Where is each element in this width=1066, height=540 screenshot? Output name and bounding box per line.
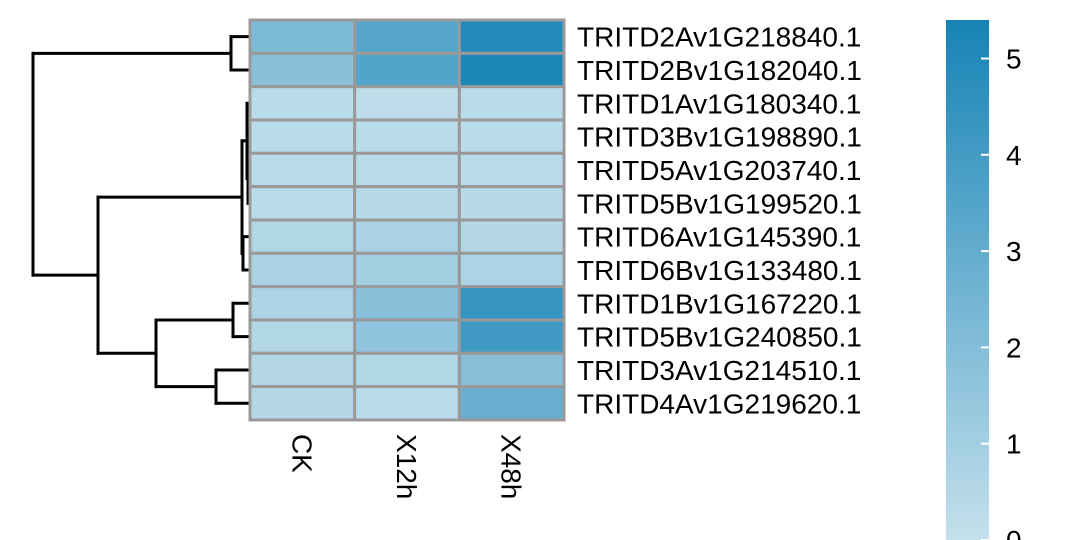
heatmap-cell bbox=[457, 151, 566, 189]
row-dendrogram bbox=[31, 35, 252, 405]
column-label: CK bbox=[286, 434, 317, 473]
column-label: X12h bbox=[391, 434, 422, 499]
heatmap-cell bbox=[353, 285, 461, 322]
heatmap-cell bbox=[248, 151, 357, 189]
heatmap-cell bbox=[353, 18, 461, 55]
row-label: TRITD2Av1G218840.1 bbox=[577, 22, 861, 53]
legend-tick-label: 5 bbox=[1006, 44, 1022, 75]
legend-tick-label: 4 bbox=[1006, 140, 1022, 171]
heatmap-cell bbox=[248, 118, 357, 155]
heatmap-cell bbox=[457, 118, 566, 155]
color-legend: 0 1 2 3 4 5 bbox=[946, 20, 1022, 540]
heatmap-cell bbox=[457, 251, 566, 289]
column-label: X48h bbox=[496, 434, 527, 499]
heatmap-cell bbox=[248, 51, 357, 89]
heatmap-cell bbox=[248, 318, 357, 355]
heatmap-cell bbox=[248, 85, 357, 122]
heatmap-cell bbox=[248, 385, 357, 422]
heatmap-cell bbox=[248, 218, 357, 255]
legend-tick-label: 0 bbox=[1006, 525, 1022, 540]
heatmap-cell bbox=[248, 18, 357, 55]
row-label: TRITD3Bv1G198890.1 bbox=[577, 122, 862, 153]
row-label: TRITD1Bv1G167220.1 bbox=[577, 288, 862, 319]
legend-tick-label: 3 bbox=[1006, 236, 1022, 267]
heatmap-cell bbox=[457, 218, 566, 255]
heatmap-cell bbox=[353, 185, 461, 222]
row-label: TRITD6Av1G145390.1 bbox=[577, 222, 861, 253]
heatmap-cell bbox=[248, 351, 357, 389]
heatmap-cell bbox=[353, 318, 461, 355]
row-label: TRITD4Av1G219620.1 bbox=[577, 388, 861, 419]
heatmap-cell bbox=[457, 318, 566, 355]
heatmap-cell bbox=[353, 118, 461, 155]
row-label: TRITD2Bv1G182040.1 bbox=[577, 55, 862, 86]
legend-tick-label: 2 bbox=[1006, 332, 1022, 363]
heatmap-cell bbox=[353, 351, 461, 389]
row-label: TRITD3Av1G214510.1 bbox=[577, 355, 861, 386]
heatmap-cell bbox=[353, 385, 461, 422]
heatmap-cell bbox=[457, 18, 566, 55]
heatmap-cell bbox=[457, 85, 566, 122]
heatmap-cell bbox=[353, 151, 461, 189]
row-label: TRITD6Bv1G133480.1 bbox=[577, 255, 862, 286]
row-label: TRITD5Av1G203740.1 bbox=[577, 155, 861, 186]
row-label: TRITD5Bv1G240850.1 bbox=[577, 322, 862, 353]
heatmap-cell bbox=[248, 251, 357, 289]
heatmap-cell bbox=[248, 285, 357, 322]
color-legend-ticks: 0 1 2 3 4 5 bbox=[981, 44, 1022, 540]
heatmap-cells bbox=[248, 18, 566, 422]
row-labels: TRITD2Av1G218840.1TRITD2Bv1G182040.1TRIT… bbox=[577, 22, 862, 420]
row-label: TRITD1Av1G180340.1 bbox=[577, 88, 861, 119]
heatmap-cell bbox=[457, 285, 566, 322]
heatmap-cell bbox=[457, 51, 566, 89]
row-label: TRITD5Bv1G199520.1 bbox=[577, 188, 862, 219]
color-legend-bar bbox=[946, 20, 989, 540]
heatmap-cell bbox=[353, 85, 461, 122]
heatmap-cell bbox=[457, 351, 566, 389]
heatmap-cell bbox=[353, 51, 461, 89]
heatmap-cell bbox=[353, 218, 461, 255]
legend-tick-label: 1 bbox=[1006, 429, 1022, 460]
heatmap-cell bbox=[457, 385, 566, 422]
heatmap-cell bbox=[457, 185, 566, 222]
heatmap-cell bbox=[353, 251, 461, 289]
column-labels: CK X12h X48h bbox=[286, 434, 526, 499]
heatmap-cell bbox=[248, 185, 357, 222]
